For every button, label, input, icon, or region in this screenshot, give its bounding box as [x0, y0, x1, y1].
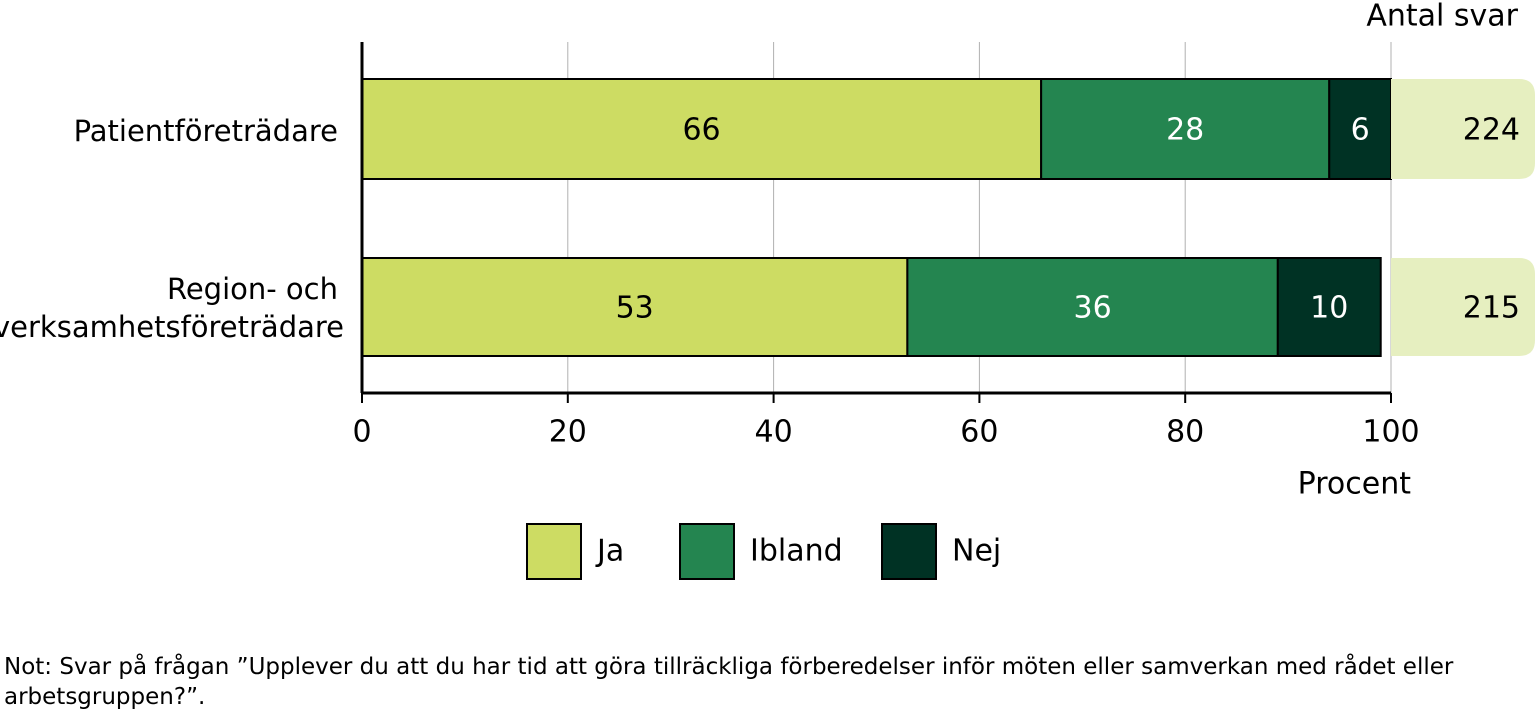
- legend-label: Ja: [595, 534, 624, 569]
- x-tick-label: 40: [755, 415, 793, 450]
- bar-segment: [906, 257, 1279, 357]
- x-tick-label: 80: [1166, 415, 1204, 450]
- legend-swatch: [526, 523, 582, 580]
- x-tick-label: 0: [352, 415, 371, 450]
- data-label: 6: [1351, 113, 1370, 148]
- count-label: 224: [1463, 113, 1520, 148]
- data-label: 28: [1166, 113, 1204, 148]
- note: Not: Svar på frågan ”Upplever du att du …: [4, 654, 1454, 710]
- count-box: [1391, 258, 1535, 356]
- count-box: [1391, 79, 1535, 179]
- data-label: 36: [1073, 291, 1111, 326]
- bar-segment: [1276, 257, 1382, 357]
- x-tick-label: 60: [960, 415, 998, 450]
- legend-label: Nej: [952, 534, 1001, 569]
- legend-label: Ibland: [750, 534, 843, 569]
- category-label: Patientföreträdare: [73, 114, 338, 148]
- data-label: 10: [1310, 291, 1348, 326]
- counts-title: Antal svar: [1366, 0, 1518, 34]
- data-label: 53: [616, 291, 654, 326]
- bar-segment: [1040, 78, 1331, 180]
- x-tick-label: 20: [549, 415, 587, 450]
- x-tick-label: 100: [1362, 415, 1419, 450]
- data-label: 66: [682, 113, 720, 148]
- bar-segment: [361, 257, 909, 357]
- legend-swatch: [679, 523, 735, 580]
- x-axis-title: Procent: [1298, 467, 1412, 502]
- category-label: Region- och verksamhetsföreträdare: [0, 272, 345, 344]
- legend-swatch: [881, 523, 937, 580]
- chart: 0 20 40 60 80 100 Procent Antal svar 66 28 6 224 53 3…: [352, 0, 1535, 580]
- count-label: 215: [1463, 291, 1520, 326]
- bar-segment: [1328, 78, 1393, 180]
